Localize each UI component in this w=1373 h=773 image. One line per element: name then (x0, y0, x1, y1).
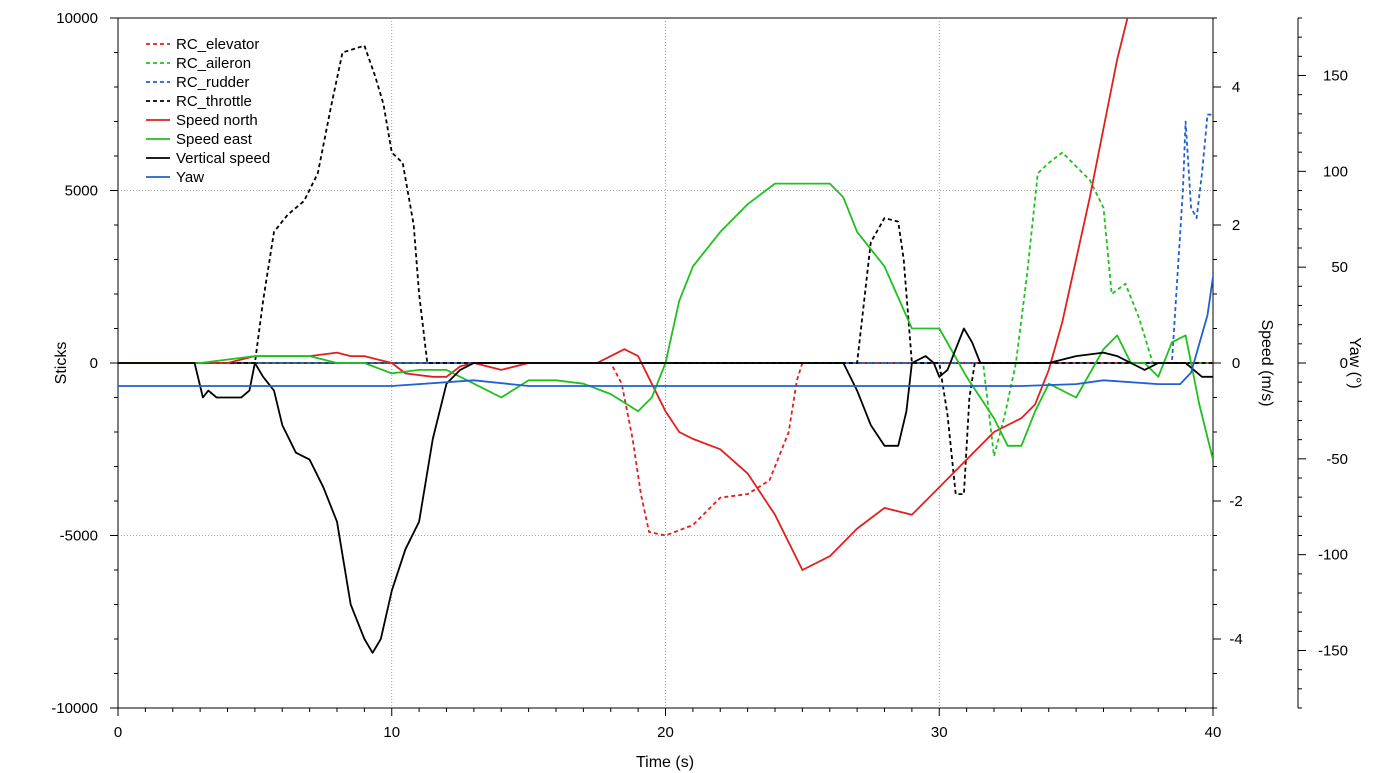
y-tick-label-sticks: -5000 (60, 528, 98, 545)
series-line-speed-north (118, 18, 1129, 571)
x-tick-label: 10 (383, 724, 400, 741)
y-axis-yaw-title: Yaw (°) (1346, 337, 1363, 388)
y-tick-label-yaw: -150 (1318, 643, 1348, 660)
x-tick-label: 20 (657, 724, 674, 741)
y-tick-label-yaw: 50 (1331, 259, 1348, 276)
x-tick-label: 30 (931, 724, 948, 741)
x-tick-label: 0 (114, 724, 122, 741)
legend-label: Speed east (176, 131, 253, 148)
x-axis-title: Time (s) (636, 754, 694, 771)
y-tick-label-yaw: -100 (1318, 547, 1348, 564)
y-tick-label-yaw: -50 (1326, 451, 1348, 468)
y-tick-label-speed: -4 (1229, 631, 1242, 648)
y-tick-label-sticks: 10000 (56, 10, 98, 27)
legend: RC_elevator RC_aileron RC_rudder RC_throttl… (146, 36, 270, 186)
y-tick-label-sticks: 0 (90, 355, 98, 372)
legend-label: RC_throttle (176, 93, 252, 110)
y-axis-speed-title: Speed (m/s) (1258, 319, 1275, 406)
y-axis-sticks-title: Sticks (53, 342, 70, 385)
series-line-rc-aileron (118, 151, 1213, 458)
series-line-speed-east (118, 182, 1213, 460)
y-tick-label-speed: 2 (1232, 217, 1240, 234)
y-tick-label-yaw: 0 (1340, 355, 1348, 372)
legend-label: RC_aileron (176, 55, 251, 72)
legend-label: Speed north (176, 112, 258, 129)
y-axis-sticks: 10000 5000 0 -5000 -10000 (51, 10, 118, 717)
series-line-rc-rudder (118, 113, 1213, 364)
legend-label: RC_rudder (176, 74, 249, 91)
plot-area (117, 17, 1214, 709)
legend-label: Yaw (176, 169, 204, 186)
y-tick-label-speed: 4 (1232, 79, 1240, 96)
x-tick-label: 40 (1205, 724, 1222, 741)
y-tick-label-sticks: -10000 (51, 700, 98, 717)
y-tick-label-yaw: 150 (1323, 68, 1348, 85)
x-axis: 0 10 20 30 40 (114, 708, 1222, 741)
y-tick-label-speed: -2 (1229, 493, 1242, 510)
series-line-vertical-speed (118, 327, 1213, 654)
legend-label: RC_elevator (176, 36, 259, 53)
y-axis-speed: 4 2 0 -2 -4 (1213, 17, 1243, 709)
series-line-rc-throttle (118, 44, 1213, 496)
legend-label: Vertical speed (176, 150, 270, 167)
series-line-rc-elevator (118, 362, 1213, 537)
y-axis-yaw: 150 100 50 0 -50 -100 -150 (1297, 17, 1348, 709)
series-line-yaw (118, 276, 1213, 387)
series-layer (118, 18, 1213, 654)
y-tick-label-yaw: 100 (1323, 163, 1348, 180)
y-tick-label-sticks: 5000 (65, 183, 98, 200)
y-tick-label-speed: 0 (1232, 355, 1240, 372)
